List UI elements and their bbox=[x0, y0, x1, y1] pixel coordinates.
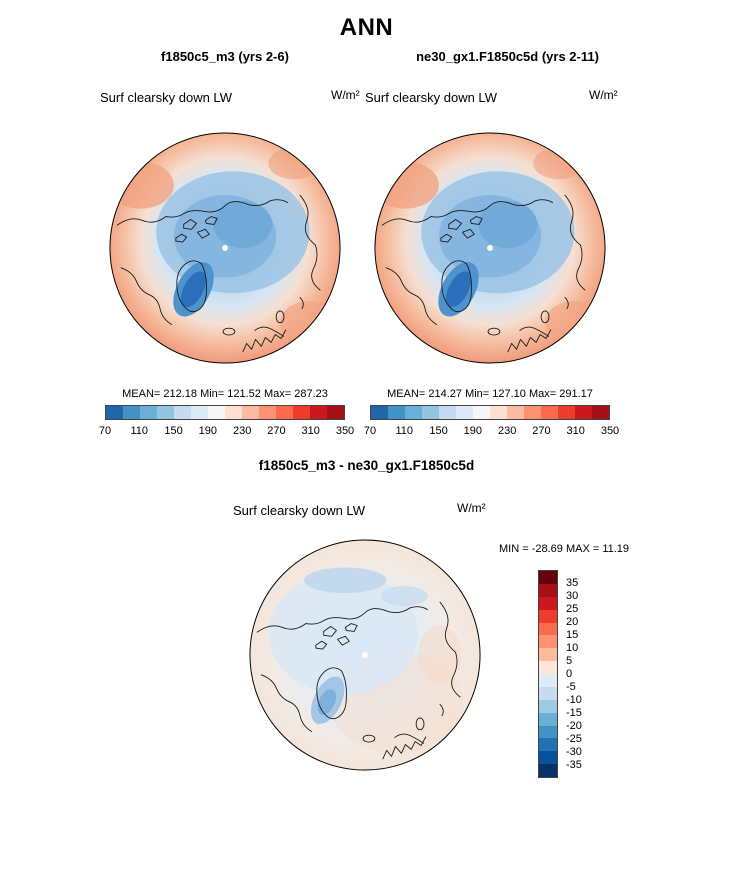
right-run-subtitle: ne30_gx1.F1850c5d (yrs 2-11) bbox=[416, 49, 599, 64]
diff-units-label: W/m² bbox=[457, 501, 486, 515]
right-stats-line: MEAN= 214.27 Min= 127.10 Max= 291.17 bbox=[387, 388, 593, 400]
left-stats-line: MEAN= 212.18 Min= 121.52 Max= 287.23 bbox=[122, 388, 328, 400]
left-units-label: W/m² bbox=[331, 88, 360, 102]
diff-colorbar-ticks: 35 30 25 20 15 10 5 0 -5 -10 -15 -20 -25 -30 -35 bbox=[566, 577, 582, 771]
left-polar-map bbox=[109, 132, 341, 364]
left-variable-label: Surf clearsky down LW bbox=[100, 90, 232, 105]
left-colorbar-ticks: 70 110 150 190 230 270 310 350 bbox=[98, 425, 355, 437]
diff-minmax-line: MIN = -28.69 MAX = 11.19 bbox=[499, 543, 630, 555]
diff-colorbar bbox=[538, 570, 558, 778]
right-units-label: W/m² bbox=[589, 88, 618, 102]
right-colorbar bbox=[370, 405, 610, 420]
right-variable-label: Surf clearsky down LW bbox=[365, 90, 497, 105]
left-run-subtitle: f1850c5_m3 (yrs 2-6) bbox=[161, 49, 289, 64]
right-polar-map bbox=[374, 132, 606, 364]
left-colorbar bbox=[105, 405, 345, 420]
diff-title: f1850c5_m3 - ne30_gx1.F1850c5d bbox=[258, 458, 475, 473]
right-colorbar-ticks: 70 110 150 190 230 270 310 350 bbox=[363, 425, 620, 437]
diff-variable-label: Surf clearsky down LW bbox=[233, 503, 365, 518]
page-title: ANN bbox=[339, 14, 394, 41]
diff-polar-map bbox=[249, 539, 481, 771]
